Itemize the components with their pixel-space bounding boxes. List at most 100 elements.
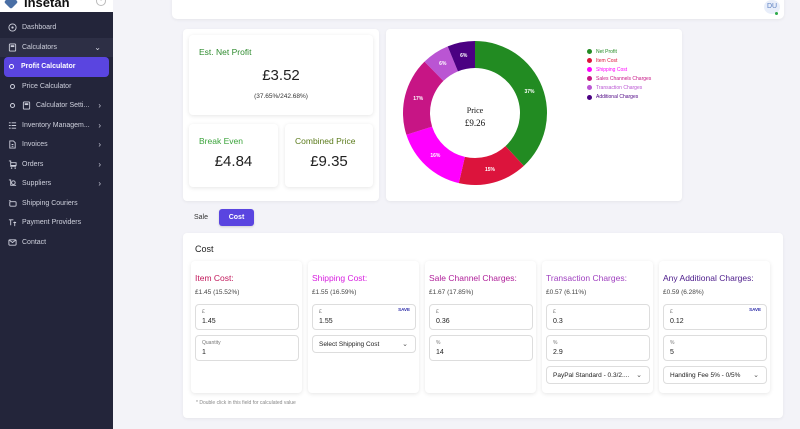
transaction-charges-summary: £0.57 (6.11%) [546, 289, 587, 296]
tab-cost[interactable]: Cost [219, 209, 254, 226]
save-button[interactable]: SAVE [749, 307, 761, 312]
item-cost-summary: £1.45 (15.52%) [195, 289, 240, 296]
donut-center-value: £9.26 [464, 118, 486, 128]
select-value: PayPal Standard - 0.3/2.... [553, 371, 630, 379]
item-cost-quantity-input[interactable] [202, 349, 292, 356]
chevron-right-icon: › [98, 101, 101, 111]
sale-channel-percent-input[interactable] [436, 349, 526, 356]
payment-provider-select[interactable]: PayPal Standard - 0.3/2.... ⌄ [546, 366, 650, 384]
field-label: % [670, 340, 675, 346]
legend-item[interactable]: Sales Channels Charges [587, 74, 651, 83]
sidebar-item-label: Shipping Couriers [22, 199, 78, 207]
sale-channel-charges-summary: £1.67 (17.85%) [429, 289, 474, 296]
donut-segment-label: 16% [430, 153, 441, 159]
additional-charge-select[interactable]: Handling Fee 5% - 0/5% ⌄ [663, 366, 767, 384]
legend-label: Sales Channels Charges [596, 75, 652, 82]
sidebar-item-orders[interactable]: Orders › [0, 155, 113, 175]
avatar-initials: DU [766, 3, 778, 10]
sidebar-item-invoices[interactable]: Invoices › [0, 135, 113, 155]
transaction-percent-input[interactable] [553, 349, 643, 356]
bullet-icon [10, 103, 15, 109]
donut-segment-label: 15% [484, 166, 495, 173]
shipping-cost-select[interactable]: Select Shipping Cost ⌄ [312, 335, 416, 353]
cost-section-title: Cost [195, 244, 214, 254]
legend-item[interactable]: Net Profit [587, 47, 651, 56]
chevron-right-icon: › [98, 140, 101, 150]
donut-segment[interactable] [475, 41, 547, 166]
combined-price-title: Combined Price [295, 136, 356, 146]
legend-swatch-icon [587, 58, 592, 64]
legend-item[interactable]: Transaction Charges [587, 83, 651, 92]
additional-percent-field[interactable]: % [663, 335, 767, 361]
transaction-amount-input[interactable] [553, 318, 643, 325]
field-label: £ [436, 309, 439, 315]
legend-swatch-icon [587, 76, 592, 82]
bullet-icon [9, 64, 14, 70]
donut-segment[interactable] [458, 146, 524, 185]
sale-channel-charges-card: Sale Channel Charges: £1.67 (17.85%) £ % [425, 261, 536, 393]
donut-segment[interactable] [406, 126, 465, 184]
sidebar-item-shipping-couriers[interactable]: Shipping Couriers [0, 194, 113, 214]
shipping-cost-amount-input[interactable] [319, 318, 409, 325]
footnote: * Double click in this field for calcula… [196, 400, 296, 406]
item-cost-title: Item Cost: [195, 273, 234, 283]
shipping-cost-summary: £1.55 (16.59%) [312, 289, 357, 296]
sidebar-item-profit-calculator[interactable]: Profit Calculator [4, 57, 109, 77]
additional-percent-input[interactable] [670, 349, 760, 356]
legend-item[interactable]: Item Cost [587, 56, 651, 65]
sale-channel-amount-input[interactable] [436, 318, 526, 325]
item-cost-quantity-field[interactable]: Quantity [195, 335, 299, 361]
sidebar-item-dashboard[interactable]: Dashboard [0, 18, 113, 38]
legend-swatch-icon [587, 49, 592, 55]
bullet-icon [10, 83, 15, 89]
shipping-cost-amount-field[interactable]: £ SAVE [312, 304, 416, 330]
chevron-down-icon: ⌄ [753, 372, 759, 379]
chevron-down-icon: ⌄ [402, 341, 408, 348]
legend-item[interactable]: Additional Charges [587, 92, 651, 101]
donut-segment[interactable] [403, 61, 444, 135]
donut-segment[interactable] [447, 41, 475, 72]
chevron-right-icon: › [98, 179, 101, 189]
sidebar-item-calculators[interactable]: Calculators ⌄ [0, 37, 113, 57]
sidebar-item-price-calculator[interactable]: Price Calculator [0, 77, 113, 97]
brand-name: Insetan [24, 0, 70, 10]
sidebar-item-payment-providers[interactable]: Payment Providers [0, 213, 113, 233]
tab-sale[interactable]: Sale [193, 214, 208, 221]
item-cost-amount-input[interactable] [202, 318, 292, 325]
legend-label: Shipping Cost [596, 66, 628, 73]
chevron-right-icon: › [98, 120, 101, 130]
additional-amount-input[interactable] [670, 318, 760, 325]
net-profit-title: Est. Net Profit [199, 47, 252, 57]
sale-channel-amount-field[interactable]: £ [429, 304, 533, 330]
transaction-percent-field[interactable]: % [546, 335, 650, 361]
shipping-cost-title: Shipping Cost: [312, 273, 368, 283]
avatar[interactable]: DU [764, 0, 780, 15]
sidebar-item-contact[interactable]: Contact [0, 233, 113, 253]
donut-segment[interactable] [424, 46, 458, 81]
transaction-amount-field[interactable]: £ [546, 304, 650, 330]
field-label: Quantity [202, 340, 221, 346]
item-cost-amount-field[interactable]: £ [195, 304, 299, 330]
shipping-cost-card: Shipping Cost: £1.55 (16.59%) £ SAVE Sel… [308, 261, 419, 393]
additional-amount-field[interactable]: £ SAVE [663, 304, 767, 330]
sidebar-item-inventory-management[interactable]: Inventory Managem... › [0, 116, 113, 136]
calculator-icon [22, 101, 31, 110]
donut-segment-label: 6% [439, 61, 447, 68]
legend-label: Additional Charges [596, 94, 639, 101]
legend-item[interactable]: Shipping Cost [587, 65, 651, 74]
sidebar-item-calculator-settings[interactable]: Calculator Setti... › [0, 96, 113, 116]
select-value: Select Shipping Cost [319, 340, 380, 348]
sidebar-toggle-icon[interactable]: ◦ [96, 0, 106, 6]
break-even-value: £4.84 [214, 153, 253, 170]
legend-swatch-icon [587, 85, 592, 91]
sale-channel-percent-field[interactable]: % [429, 335, 533, 361]
save-button[interactable]: SAVE [398, 307, 410, 312]
legend-label: Net Profit [596, 48, 617, 55]
donut-center-title: Price [466, 106, 484, 115]
sidebar-item-suppliers[interactable]: Suppliers › [0, 174, 113, 194]
sidebar-item-label: Inventory Managem... [22, 121, 90, 129]
break-even-card: Break Even £4.84 [189, 124, 278, 187]
brand: Insetan ◦ [0, 0, 113, 12]
mail-icon [8, 238, 17, 247]
sidebar-item-label: Calculators [22, 43, 58, 51]
